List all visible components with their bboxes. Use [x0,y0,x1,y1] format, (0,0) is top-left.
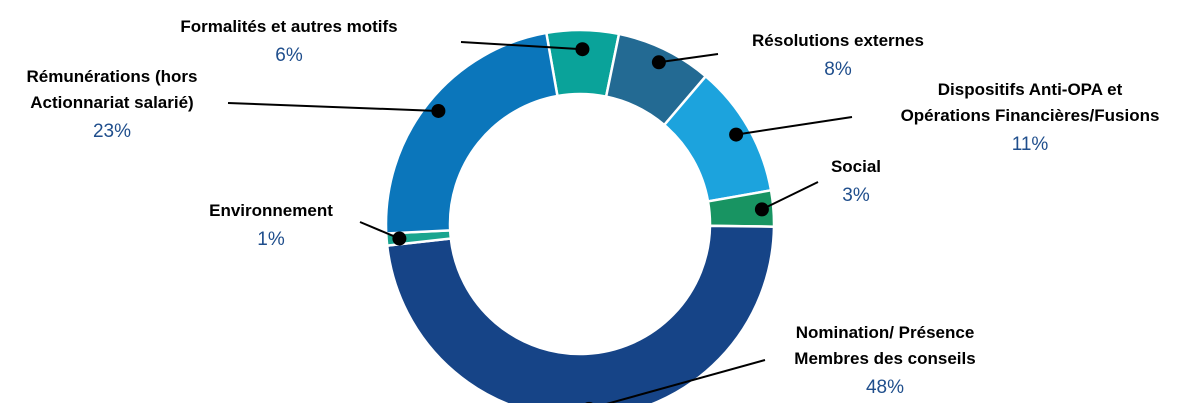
leader-dot [431,103,446,118]
leader-dot [729,127,744,142]
leader-line [606,359,766,403]
leader-line [227,102,439,112]
slice-percent-label: 48% [866,377,904,398]
leader-line [735,116,853,136]
slice-labels: Formalités et autres motifs 6% Résolutions… [27,17,1160,398]
slice-label: Membres des conseils [794,349,975,368]
leader-line [359,221,400,240]
slice-label: Social [831,157,881,176]
slice-percent-label: 11% [1012,134,1049,155]
leader-dot [651,55,666,70]
slice-percent-label: 23% [93,121,131,142]
slice-percent-label: 6% [275,45,303,66]
leader-dot [754,202,769,217]
slice-percent-label: 3% [842,185,870,206]
slice-percent-label: 8% [824,59,852,80]
leader-line [761,181,819,211]
leader-dot [575,42,590,57]
leader-line [460,41,583,51]
leader-line [658,53,719,64]
slice-percent-label: 1% [257,229,285,250]
slice-label: Dispositifs Anti-OPA et [938,80,1123,99]
leader-dot [392,231,407,246]
donut-slice [385,224,776,403]
donut-slices [384,28,776,403]
leader-lines [227,41,853,403]
slice-label: Opérations Financières/Fusions [901,106,1160,125]
donut-slice [384,31,559,235]
slice-label: Nomination/ Présence [796,323,975,342]
slice-label: Actionnariat salarié) [30,93,193,112]
slice-label: Formalités et autres motifs [180,17,397,36]
slice-label: Rémunérations (hors [27,67,198,86]
slice-label: Résolutions externes [752,31,924,50]
slice-label: Environnement [209,201,333,220]
